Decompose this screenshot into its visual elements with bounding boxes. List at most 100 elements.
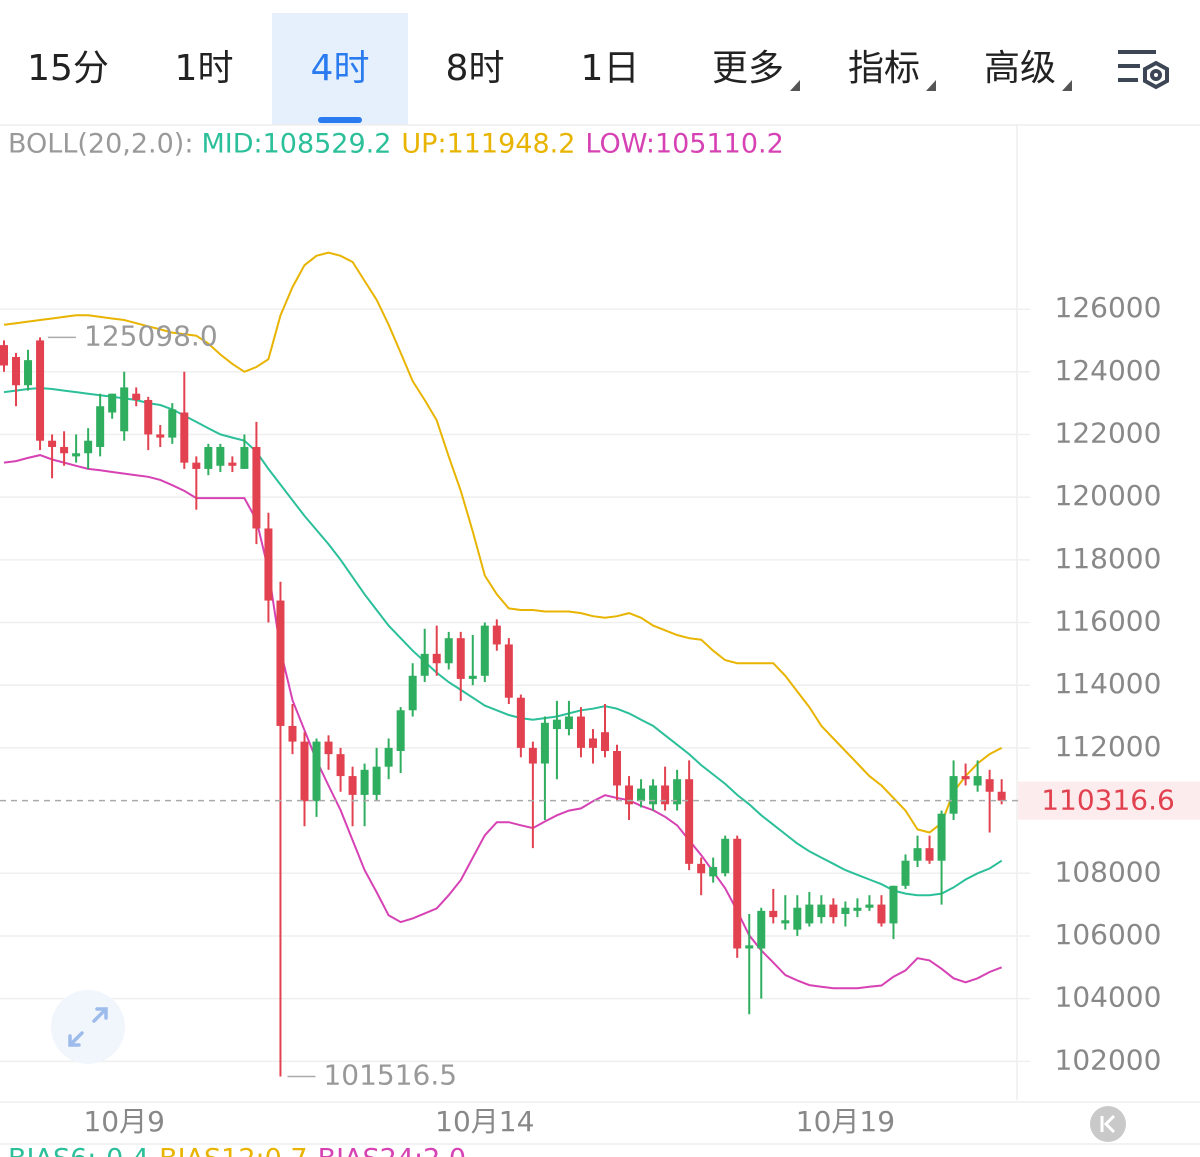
expand-button[interactable] [51,990,125,1064]
candle-body [853,907,862,911]
candle-body [144,399,153,435]
candle-body [336,754,345,777]
indicator-header: BOLL(20,2.0): MID:108529.2 UP:111948.2 LOW:… [8,129,784,160]
candle-body [480,625,489,676]
candle-body [60,446,69,454]
candle-body [24,360,33,386]
tab[interactable]: 1时 [175,48,234,89]
candle-body [625,785,634,805]
candle-body [865,904,874,908]
tab[interactable]: 更多 [712,48,801,91]
y-tick-label: 104000 [1055,981,1162,1014]
candle-body [829,904,838,918]
settings-icon[interactable] [1118,50,1169,90]
candle-body [817,904,826,918]
indicator-footer: BIAS6:-0.4 BIAS12:0.7 BIAS24:2.0 [8,1144,466,1157]
candle-body [96,406,105,447]
candle-body [228,462,237,466]
candle-body [456,638,465,679]
candle-body [889,885,898,924]
candle-body [276,600,285,726]
candle-body [108,393,117,413]
tab-label: 1日 [581,48,640,89]
y-tick-label: 112000 [1055,730,1162,763]
candle-body [420,653,429,676]
candle-body [613,751,622,786]
tab-label: 更多 [712,48,784,89]
footer-indicator: BIAS24:2.0 [318,1144,467,1157]
x-tick-label: 10月19 [796,1105,895,1138]
candle-body [468,675,477,679]
candle-body [132,393,141,400]
candle-body [673,779,682,805]
candle-body [997,791,1006,801]
candle-body [168,409,177,438]
indicator-value: MID:108529.2 [201,129,391,160]
overlay: 125098.0 101516.5 110316.6 [0,319,1200,1091]
candle-body [697,863,706,874]
boll-line [3,454,1003,990]
button-bg [51,990,125,1064]
scroll-end-button[interactable] [1090,1106,1126,1142]
tab[interactable]: 4时 [272,13,408,125]
y-tick-label: 122000 [1055,416,1162,449]
icon-hex [1143,60,1169,90]
y-tick-label: 124000 [1055,354,1162,387]
tab-label: 8时 [446,48,505,89]
indicator-value: LOW:105110.2 [585,129,783,160]
indicator-label: BOLL(20,2.0): [8,129,193,160]
candle-body [84,440,93,454]
min-label: 101516.5 [323,1058,457,1091]
candle-body [552,719,561,730]
candle-body [973,776,982,786]
candle-body [156,434,165,438]
candle-body [793,907,802,930]
candle-body [745,945,754,949]
candle-body [120,387,129,432]
y-tick-label: 102000 [1055,1043,1162,1076]
y-tick-label: 114000 [1055,667,1162,700]
tab-label: 指标 [848,48,920,89]
candle-body [769,910,778,918]
candle-body [588,738,597,748]
candle-body [348,776,357,795]
last-price-box [1018,781,1200,820]
tab[interactable]: 8时 [446,48,505,89]
y-tick-label: 106000 [1055,918,1162,951]
candle-body [877,904,886,924]
candle-body [444,638,453,664]
candle-body [204,446,213,469]
grid: 102000 104000 106000 108000 112000 114000 1160… [0,291,1161,1138]
dropdown-arrow [1062,80,1073,91]
scroll-icon [1100,1114,1116,1134]
plot [0,251,1006,1077]
candle-body [985,779,994,792]
candle-body [360,769,369,795]
tab[interactable]: 指标 [848,48,937,91]
candle-body [36,340,45,441]
tab[interactable]: 1日 [581,48,640,89]
candle-body [805,904,814,924]
candle-body [180,412,189,463]
last-price-label: 110316.6 [1041,784,1175,817]
candle-body [300,741,309,802]
candle-body [324,741,333,755]
candle-body [516,697,525,748]
tab[interactable]: 15分 [27,48,109,89]
candle-body [709,866,718,877]
tab[interactable]: 高级 [984,48,1073,91]
candle-body [504,644,513,698]
candle-body [937,813,946,861]
footer-indicator: BIAS6:-0.4 [8,1144,149,1157]
candle-body [372,766,381,795]
expand-icon [68,1007,108,1047]
candle-body [601,732,609,752]
candle-body [949,776,958,814]
x-tick-label: 10月9 [83,1105,164,1138]
candle-body [288,725,297,742]
y-tick-label: 118000 [1055,542,1162,575]
tab-label: 4时 [311,48,370,89]
tab-label: 高级 [984,48,1056,89]
